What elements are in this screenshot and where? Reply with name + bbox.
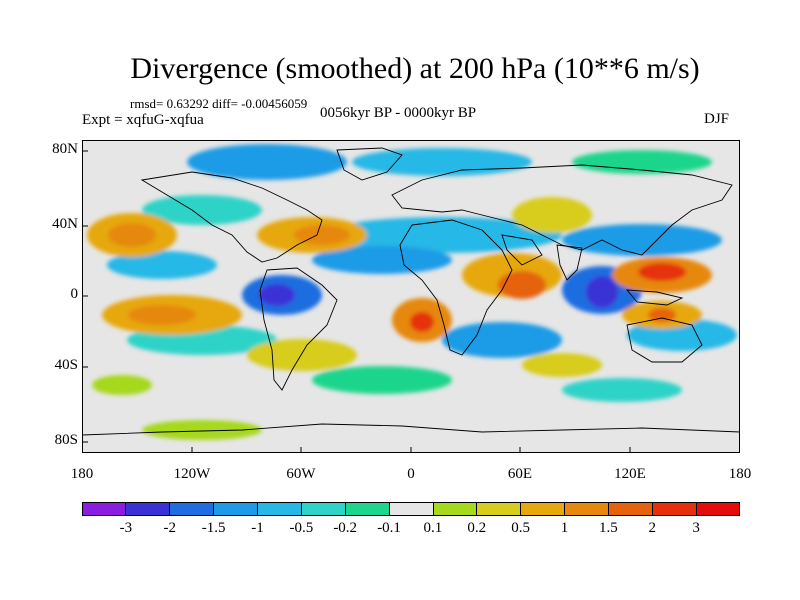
lon-tick-label: 60W — [286, 466, 316, 482]
period-label: 0056kyr BP - 0000kyr BP — [320, 105, 477, 121]
colorbar-box — [609, 502, 654, 516]
colorbar-label: -1.5 — [201, 520, 226, 536]
divergence-map — [82, 140, 740, 453]
colorbar-label: 0.1 — [423, 520, 443, 536]
season-label: DJF — [704, 111, 730, 127]
colorbar-box — [125, 502, 170, 516]
lat-tick-label: 40S — [54, 357, 78, 373]
lon-tick-label: 120W — [173, 466, 211, 482]
lon-tick-label: 120E — [614, 466, 646, 482]
colorbar-label: 2 — [648, 520, 657, 536]
plot-title: Divergence (smoothed) at 200 hPa (10**6 … — [130, 52, 700, 85]
divergence-field — [87, 144, 737, 440]
colorbar-box — [477, 502, 522, 516]
colorbar-label: -3 — [119, 520, 133, 536]
lat-tick-label: 40N — [52, 216, 78, 232]
colorbar-box — [257, 502, 302, 516]
colorbar-label: 0.5 — [511, 520, 531, 536]
lon-tick-label: 0 — [407, 466, 415, 482]
coastlines — [82, 147, 740, 436]
colorbar-label: -0.1 — [377, 520, 401, 536]
colorbar-outline — [82, 502, 740, 516]
colorbar-box — [521, 502, 566, 516]
lat-tick-label: 80S — [54, 432, 78, 448]
colorbar-box — [213, 502, 258, 516]
experiment-label: Expt = xqfuG-xqfua — [82, 112, 204, 128]
colorbar-box — [697, 502, 741, 516]
colorbar-label: -2 — [163, 520, 176, 536]
colorbar-box — [345, 502, 390, 516]
lon-tick-label: 60E — [507, 466, 533, 482]
colorbar-label: 1.5 — [599, 520, 618, 536]
colorbar-label: -1 — [251, 520, 264, 536]
colorbar-box — [301, 502, 346, 516]
colorbar-label: 0.2 — [467, 520, 487, 536]
lon-tick-label: 180 — [70, 466, 94, 482]
colorbar-box — [565, 502, 610, 516]
colorbar-label: -0.2 — [333, 520, 358, 536]
lat-tick-label: 0 — [70, 286, 79, 302]
colorbar-label: 1 — [560, 520, 569, 536]
colorbar-box — [82, 502, 126, 516]
colorbar-box — [433, 502, 478, 516]
colorbar — [82, 502, 741, 516]
map-ticks — [82, 150, 631, 453]
colorbar-label: -0.5 — [289, 520, 314, 536]
stats-line: rmsd= 0.63292 diff= -0.00456059 — [130, 96, 308, 111]
colorbar-box — [653, 502, 698, 516]
colorbar-box — [169, 502, 214, 516]
lat-tick-label: 80N — [52, 141, 78, 157]
colorbar-box — [389, 502, 434, 516]
lon-tick-label: 180 — [728, 466, 752, 482]
colorbar-label: 3 — [692, 520, 700, 536]
